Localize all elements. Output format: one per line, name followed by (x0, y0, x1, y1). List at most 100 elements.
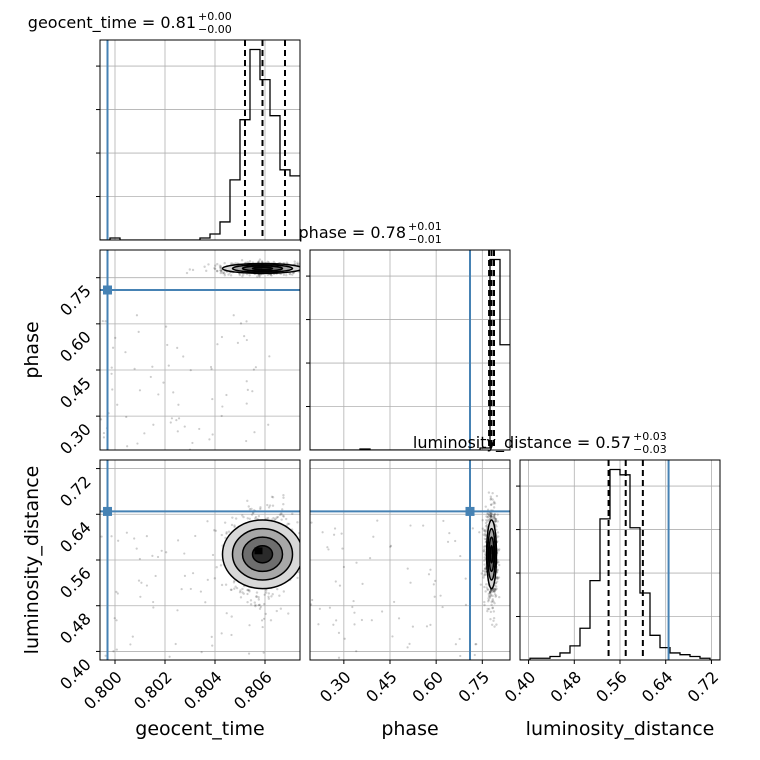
scatter-point (102, 431, 106, 435)
scatter-point (222, 271, 226, 274)
scatter-point (266, 503, 269, 507)
scatter-point (489, 515, 493, 518)
ylabel-luminosity_distance: luminosity_distance (21, 466, 43, 655)
scatter-point (326, 546, 329, 549)
scatter-point (328, 606, 332, 609)
scatter-point (245, 320, 248, 323)
scatter-point (433, 595, 436, 598)
scatter-point (489, 617, 492, 621)
scatter-point (486, 520, 489, 523)
scatter-point (305, 265, 307, 267)
scatter-point (248, 508, 252, 511)
scatter-point (104, 320, 107, 323)
title-lower-error: −0.00 (198, 23, 232, 36)
scatter-point (111, 388, 114, 391)
scatter-point (213, 267, 217, 271)
scatter-point (494, 519, 497, 522)
scatter-point (484, 583, 488, 586)
scatter-point (397, 617, 401, 620)
scatter-point (304, 562, 306, 564)
panel-frame (99, 39, 301, 241)
scatter-point (353, 623, 356, 626)
scatter-point (260, 260, 264, 263)
scatter-point (223, 274, 227, 277)
scatter-point (494, 594, 498, 597)
scatter-point (492, 590, 495, 593)
scatter-point (288, 272, 291, 275)
scatter-point (211, 644, 214, 647)
scatter-point (110, 372, 113, 375)
scatter-point (188, 268, 192, 271)
scatter-point (280, 512, 283, 515)
scatter-point (497, 576, 501, 579)
scatter-point (486, 515, 490, 519)
scatter-point (210, 367, 213, 371)
xtick-label: 0.45 (362, 667, 401, 706)
scatter-point (439, 594, 442, 597)
scatter-point (458, 637, 461, 641)
scatter-point (491, 588, 494, 592)
scatter-point (474, 643, 477, 646)
scatter-point (219, 564, 223, 567)
scatter-point (233, 579, 236, 583)
scatter-point (242, 515, 245, 519)
scatter-point (234, 585, 237, 588)
scatter-point (488, 511, 492, 515)
scatter-point (446, 540, 450, 543)
scatter-point (391, 635, 394, 638)
scatter-point (249, 603, 253, 606)
scatter-point (496, 531, 500, 534)
scatter-point (254, 366, 257, 369)
scatter-point (327, 548, 330, 551)
scatter-point (191, 572, 195, 575)
scatter-point (287, 612, 290, 615)
scatter-point (241, 514, 244, 517)
scatter-point (152, 606, 155, 609)
scatter-point (219, 266, 222, 269)
scatter-point (125, 531, 128, 534)
scatter-point (307, 268, 309, 270)
scatter-point (246, 261, 250, 264)
scatter-point (117, 539, 120, 542)
scatter-point (488, 591, 492, 595)
scatter-point (251, 390, 254, 393)
scatter-point (300, 272, 302, 274)
scatter-point (489, 503, 493, 507)
scatter-point (482, 533, 485, 536)
scatter-point (113, 617, 116, 620)
scatter-point (135, 314, 139, 317)
scatter-point (494, 587, 497, 591)
density-peak (490, 547, 492, 555)
scatter-point (268, 504, 272, 507)
scatter-point (496, 568, 499, 572)
scatter-point (481, 527, 484, 530)
scatter-point (248, 517, 251, 520)
scatter-point (246, 388, 249, 391)
scatter-point (332, 533, 336, 536)
scatter-point (274, 517, 277, 521)
scatter-point (483, 603, 486, 607)
scatter-point (484, 573, 487, 577)
scatter-point (293, 262, 297, 265)
scatter-point (429, 568, 432, 571)
scatter-point (482, 550, 486, 553)
scatter-point (152, 423, 155, 426)
scatter-point (282, 515, 285, 518)
scatter-point (441, 605, 444, 609)
scatter-point (219, 265, 223, 268)
scatter-point (494, 582, 498, 585)
scatter-point (355, 561, 358, 564)
scatter-point (352, 599, 355, 603)
scatter-point (200, 651, 203, 654)
scatter-point (333, 527, 337, 530)
scatter-point (240, 259, 244, 262)
scatter-point (110, 535, 113, 538)
scatter-point (482, 569, 485, 573)
scatter-point (282, 514, 285, 518)
scatter-point (246, 517, 249, 520)
scatter-point (491, 606, 494, 609)
scatter-point (489, 517, 492, 520)
scatter-point (248, 590, 251, 593)
scatter-point (263, 602, 266, 606)
xtick-label: 0.804 (180, 667, 226, 713)
